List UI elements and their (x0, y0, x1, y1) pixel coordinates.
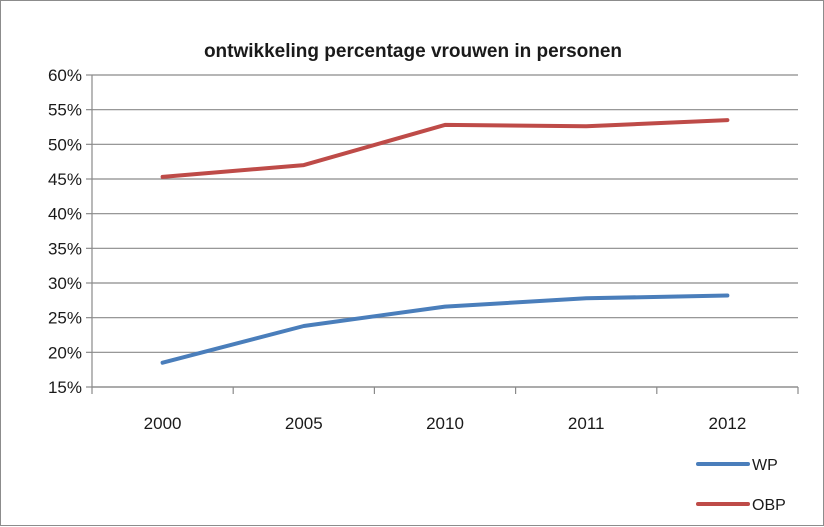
series-line-wp (160, 293, 730, 365)
y-tick-label: 15% (48, 378, 82, 397)
legend: WP OBP (696, 457, 786, 514)
y-tick-label: 45% (48, 170, 82, 189)
x-tick-label: 2012 (708, 414, 746, 433)
y-tick-label: 30% (48, 274, 82, 293)
y-tick-label: 35% (48, 239, 82, 258)
series-line-obp (160, 118, 730, 179)
axes: 15% 20% 25% 30% 35% 40% 45% 50% 55% 60% 2000 2005 20… (48, 66, 799, 433)
y-tick-label: 60% (48, 66, 82, 85)
chart-title: ontwikkeling percentage vrouwen in perso… (204, 41, 622, 62)
y-tick-label: 55% (48, 101, 82, 120)
y-tick-label: 40% (48, 205, 82, 224)
x-tick-label: 2010 (426, 414, 464, 433)
series-lines (160, 118, 730, 365)
y-tick-label: 50% (48, 135, 82, 154)
x-tick-label: 2011 (568, 414, 605, 433)
x-tick-label: 2000 (144, 414, 182, 433)
y-tick-label: 25% (48, 309, 82, 328)
y-tick-label: 20% (48, 343, 82, 362)
x-tick-label: 2005 (285, 414, 323, 433)
legend-label-obp: OBP (752, 497, 786, 514)
legend-label-wp: WP (752, 457, 778, 474)
